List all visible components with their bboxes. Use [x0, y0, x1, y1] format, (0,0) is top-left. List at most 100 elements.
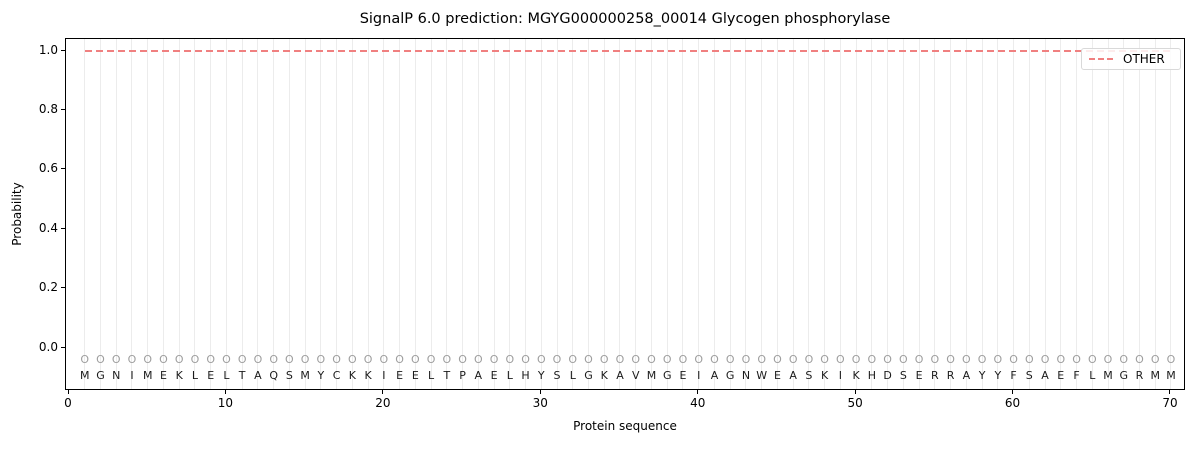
- position-marker: O: [961, 353, 971, 366]
- x-tick-label: 50: [847, 396, 863, 410]
- gridline: [162, 39, 164, 389]
- position-marker: O: [836, 353, 845, 366]
- y-tick: [61, 49, 65, 51]
- position-marker: O: [285, 353, 294, 366]
- position-marker: O: [521, 353, 530, 366]
- sequence-letter: N: [741, 369, 751, 382]
- sequence-letter: R: [1135, 369, 1144, 382]
- position-marker: O: [159, 353, 168, 366]
- gridline: [713, 39, 715, 389]
- gridline: [430, 39, 432, 389]
- position-marker: O: [725, 353, 735, 366]
- position-marker: O: [505, 353, 515, 366]
- position-marker: O: [489, 353, 499, 366]
- sequence-letter: M: [142, 369, 153, 382]
- gridline: [509, 39, 511, 389]
- position-marker: O: [143, 353, 153, 366]
- gridline: [1091, 39, 1093, 389]
- sequence-letter: L: [191, 369, 198, 382]
- gridline: [902, 39, 904, 389]
- position-marker: O: [206, 353, 215, 366]
- position-marker: O: [599, 353, 609, 366]
- x-tick-label: 30: [532, 396, 548, 410]
- y-tick-label: 0.4: [38, 220, 58, 235]
- x-tick: [539, 390, 541, 394]
- gridline: [477, 39, 479, 389]
- sequence-letter: H: [867, 369, 877, 382]
- sequence-letter: K: [600, 369, 608, 382]
- position-marker: O: [741, 353, 751, 366]
- gridline: [147, 39, 149, 389]
- y-tick-label: 1.0: [38, 42, 58, 57]
- sequence-letter: I: [838, 369, 843, 382]
- sequence-letter: T: [238, 369, 246, 382]
- x-tick: [697, 390, 699, 394]
- sequence-letter: D: [883, 369, 892, 382]
- sequence-letter: E: [396, 369, 404, 382]
- legend-label: OTHER: [1123, 52, 1165, 66]
- position-marker: O: [930, 353, 940, 366]
- position-marker: O: [1166, 353, 1176, 366]
- position-marker: O: [316, 353, 326, 366]
- sequence-letter: L: [428, 369, 435, 382]
- sequence-letter: L: [223, 369, 230, 382]
- gridline: [666, 39, 668, 389]
- position-marker: O: [442, 353, 452, 366]
- sequence-letter: L: [506, 369, 513, 382]
- x-tick-label: 10: [217, 396, 234, 410]
- sequence-letter: E: [207, 369, 215, 382]
- gridline: [729, 39, 731, 389]
- position-marker: O: [867, 353, 877, 366]
- gridline: [619, 39, 621, 389]
- position-marker: O: [788, 353, 798, 366]
- y-tick-label: 0.6: [38, 161, 58, 176]
- sequence-letter: E: [679, 369, 687, 382]
- position-marker: O: [662, 353, 672, 366]
- position-marker: O: [269, 353, 278, 366]
- position-marker: O: [348, 353, 357, 366]
- sequence-letter: E: [1057, 369, 1065, 382]
- sequence-letter: A: [789, 369, 797, 382]
- gridline: [572, 39, 574, 389]
- sequence-letter: E: [411, 369, 419, 382]
- gridline: [1107, 39, 1109, 389]
- gridline: [446, 39, 448, 389]
- x-tick: [1012, 390, 1014, 394]
- y-tick: [61, 108, 65, 110]
- x-axis-label: Protein sequence: [573, 419, 677, 433]
- sequence-letter: I: [382, 369, 386, 382]
- position-marker: O: [647, 353, 656, 366]
- sequence-letter: V: [631, 369, 640, 382]
- position-marker: O: [757, 353, 766, 366]
- position-marker: O: [363, 353, 373, 366]
- position-marker: O: [820, 353, 829, 366]
- position-marker: O: [773, 353, 782, 366]
- sequence-letter: M: [1103, 369, 1113, 382]
- gridline: [934, 39, 936, 389]
- sequence-letter: A: [710, 369, 719, 382]
- gridline: [540, 39, 542, 389]
- gridline: [887, 39, 889, 389]
- y-tick-label: 0.8: [38, 101, 58, 116]
- gridline: [131, 39, 133, 389]
- gridline: [1170, 39, 1172, 389]
- gridline: [178, 39, 180, 389]
- sequence-letter: S: [553, 369, 561, 382]
- position-marker: O: [1087, 353, 1097, 366]
- sequence-letter: E: [159, 369, 167, 382]
- gridline: [839, 39, 841, 389]
- gridline: [115, 39, 117, 389]
- gridline: [997, 39, 999, 389]
- position-marker: O: [977, 353, 987, 366]
- gridline: [367, 39, 369, 389]
- sequence-letter: F: [1010, 369, 1017, 382]
- gridline: [682, 39, 684, 389]
- sequence-letter: E: [773, 369, 781, 382]
- position-marker: O: [804, 353, 814, 366]
- sequence-letter: G: [662, 369, 672, 382]
- x-tick-label: 20: [375, 396, 391, 410]
- gridline: [918, 39, 920, 389]
- gridline: [493, 39, 495, 389]
